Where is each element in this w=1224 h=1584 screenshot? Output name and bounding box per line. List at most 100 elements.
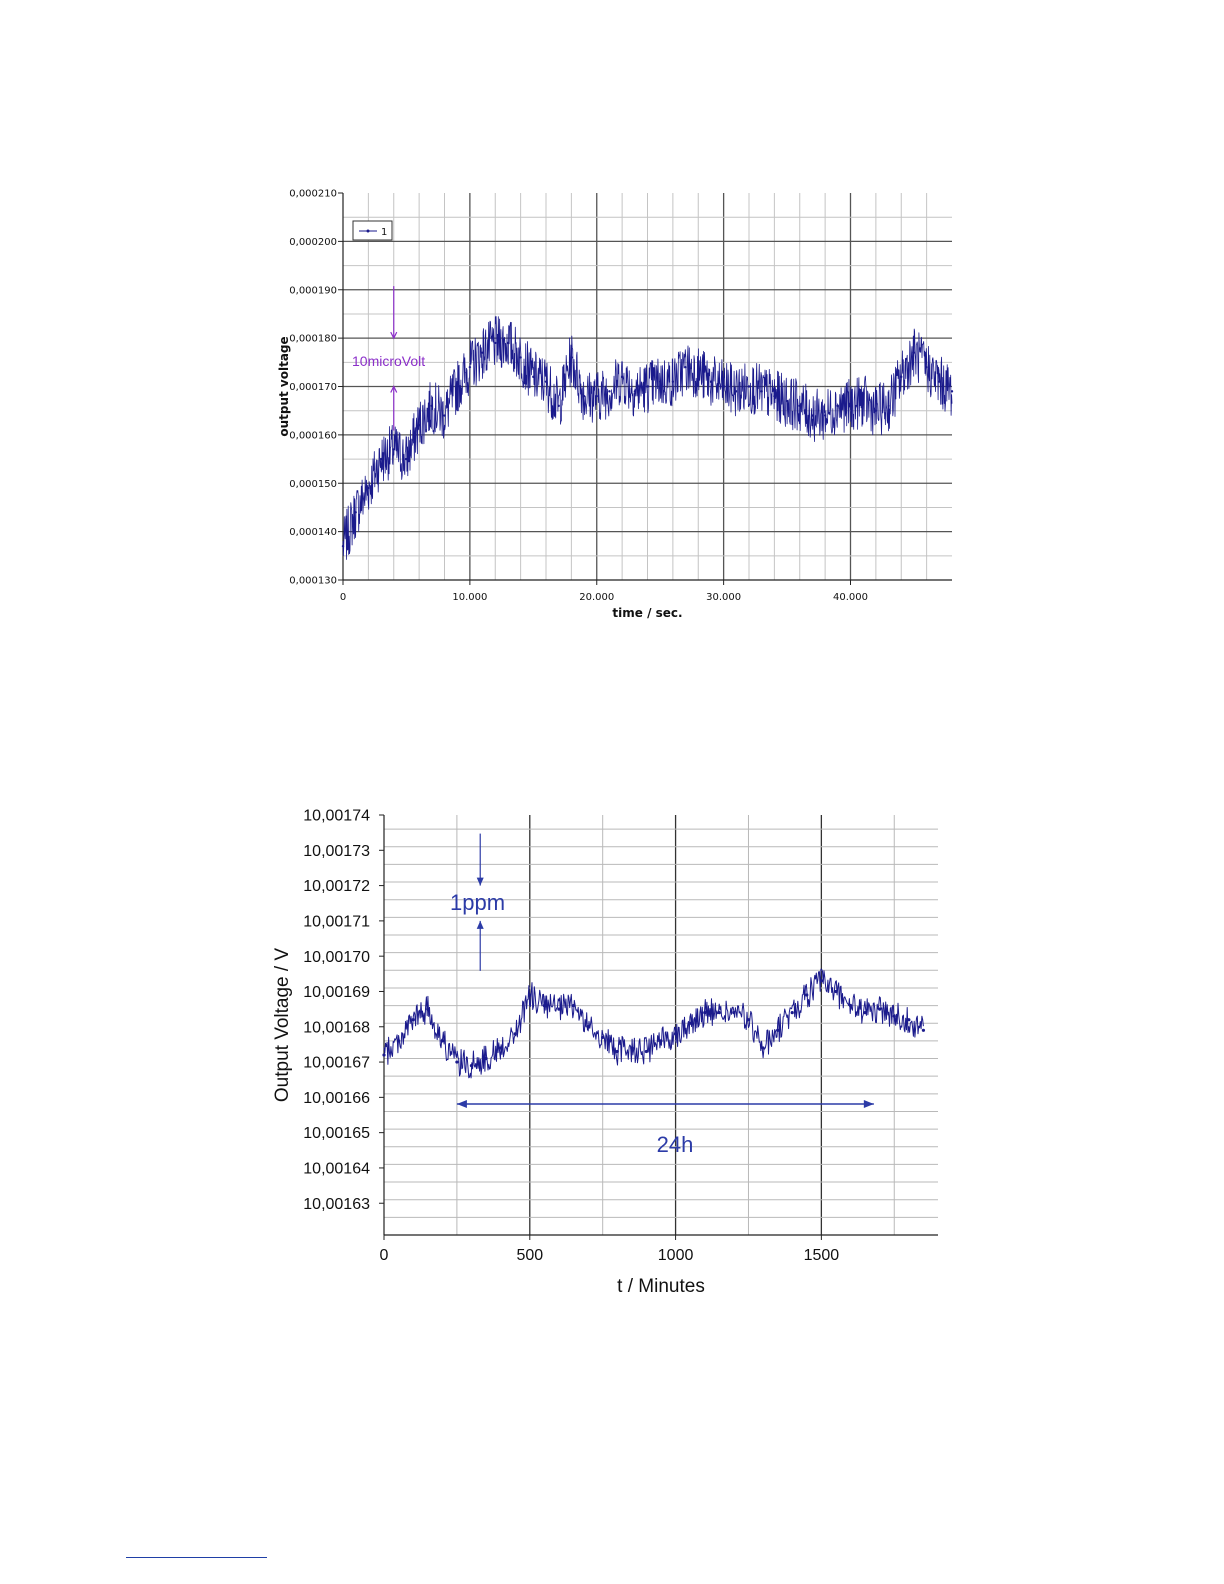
data-point xyxy=(532,375,535,379)
data-point xyxy=(735,390,738,393)
y-tick-label: 0,000180 xyxy=(289,334,337,345)
y-axis-label: output voltage xyxy=(277,336,291,436)
chart-output-voltage-vs-time-seconds: 0,000130 0,000140 0,000150 0,000160 0,000170… xyxy=(277,189,954,620)
y-tick-label: 10,00169 xyxy=(303,984,370,1001)
data-point xyxy=(528,993,532,997)
data-point xyxy=(513,1032,517,1036)
data-point xyxy=(887,404,890,408)
x-tick-label: 20.000 xyxy=(579,592,614,603)
data-point xyxy=(557,1007,561,1011)
y-tick-label: 10,00165 xyxy=(303,1125,370,1142)
data-point xyxy=(379,457,383,461)
data-point xyxy=(644,1049,649,1054)
series-trace xyxy=(342,316,953,560)
annotation-arrowhead xyxy=(476,877,484,886)
x-tick-label: 500 xyxy=(516,1247,543,1264)
y-tick-label: 10,00168 xyxy=(303,1019,370,1036)
data-point xyxy=(430,404,434,408)
data-point xyxy=(484,1056,488,1061)
data-point xyxy=(586,1025,590,1029)
data-point xyxy=(499,1046,503,1050)
data-point xyxy=(747,385,751,388)
data-point xyxy=(542,1003,546,1008)
data-point xyxy=(819,979,823,983)
x-tick-label: 30.000 xyxy=(706,592,741,603)
data-point xyxy=(950,390,954,393)
data-point xyxy=(633,390,637,393)
x-axis-label: time / sec. xyxy=(612,606,682,620)
annotation-24h: 24h xyxy=(456,1100,874,1157)
y-tick-label: 10,00172 xyxy=(303,878,370,895)
data-point xyxy=(615,1049,619,1054)
data-point xyxy=(630,1046,634,1050)
y-tick-label: 10,00164 xyxy=(303,1161,370,1178)
data-point xyxy=(900,375,903,379)
data-point xyxy=(570,356,573,359)
legend-marker xyxy=(366,229,370,233)
data-point xyxy=(601,1035,605,1039)
data-point xyxy=(481,351,484,354)
data-point xyxy=(732,1011,736,1015)
data-point xyxy=(494,341,497,345)
data-point xyxy=(440,1039,444,1043)
y-tick-label: 0,000160 xyxy=(289,430,337,441)
y-tick-label: 0,000130 xyxy=(289,576,337,587)
data-point xyxy=(595,394,598,398)
x-tick-label: 0 xyxy=(380,1247,389,1264)
data-point xyxy=(354,511,357,514)
y-axis-label: Output Voltage / V xyxy=(272,948,293,1103)
data-point xyxy=(659,1039,663,1043)
annotation-arrowhead xyxy=(390,385,398,393)
data-point xyxy=(426,1007,430,1011)
data-point xyxy=(684,365,687,369)
data-point xyxy=(776,1028,780,1032)
data-point xyxy=(557,404,560,408)
data-point xyxy=(878,1007,882,1011)
y-tick-label: 0,000190 xyxy=(289,285,337,296)
x-tick-label: 10.000 xyxy=(452,592,487,603)
x-tick-label: 1000 xyxy=(658,1247,694,1264)
data-point xyxy=(506,341,510,345)
annotation-10microvolt: 10microVolt xyxy=(352,286,425,431)
x-tick-label: 40.000 xyxy=(833,592,868,603)
y-tick-label: 10,00170 xyxy=(303,949,370,966)
data-point xyxy=(925,365,928,369)
data-point xyxy=(849,404,852,408)
data-point xyxy=(811,414,814,417)
data-point xyxy=(790,1011,794,1015)
data-point xyxy=(396,1039,401,1043)
series-trace xyxy=(383,968,924,1079)
annotation-label: 10microVolt xyxy=(352,353,425,369)
data-point xyxy=(823,414,827,417)
data-point xyxy=(443,414,446,417)
data-point xyxy=(688,1021,692,1025)
data-point xyxy=(392,448,395,451)
data-point xyxy=(874,409,878,412)
y-tick-label: 0,000150 xyxy=(289,479,337,490)
data-point xyxy=(608,390,611,393)
data-point xyxy=(703,1011,707,1015)
annotation-arrowhead xyxy=(390,331,398,340)
data-point xyxy=(836,404,840,408)
data-point xyxy=(912,351,916,354)
legend: 1 xyxy=(352,220,393,241)
data-point xyxy=(746,1018,751,1022)
data-point xyxy=(717,1011,721,1015)
data-point xyxy=(405,457,408,461)
annotation-label: 1ppm xyxy=(450,890,505,915)
data-point xyxy=(848,1003,853,1008)
data-point xyxy=(798,404,801,408)
x-tick-label: 1500 xyxy=(804,1247,840,1264)
data-point xyxy=(382,1053,386,1057)
data-point xyxy=(367,486,370,490)
data-point xyxy=(722,385,725,388)
annotation-arrowhead-left xyxy=(456,1100,467,1108)
data-point xyxy=(544,380,548,383)
data-point xyxy=(760,390,763,393)
data-point xyxy=(417,424,421,427)
y-tick-label: 10,00166 xyxy=(303,1090,370,1107)
data-point xyxy=(805,993,809,997)
data-point xyxy=(697,370,700,374)
data-point xyxy=(620,375,624,379)
